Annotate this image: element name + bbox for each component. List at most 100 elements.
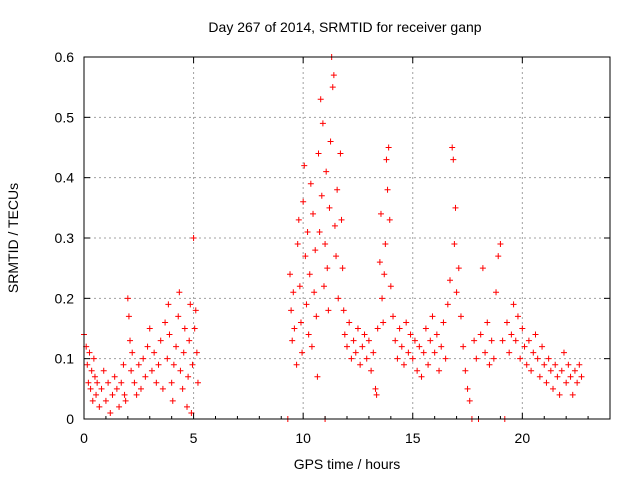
- data-point: [129, 349, 136, 356]
- data-point: [462, 367, 469, 374]
- data-point: [484, 319, 491, 326]
- data-point: [289, 337, 296, 344]
- data-point: [107, 409, 114, 416]
- data-point: [124, 295, 131, 302]
- data-point: [490, 355, 497, 362]
- data-point: [338, 216, 345, 223]
- data-point: [87, 385, 94, 392]
- data-point: [436, 367, 443, 374]
- data-point: [519, 325, 526, 332]
- data-point: [380, 319, 387, 326]
- data-point: [510, 301, 517, 308]
- data-point: [179, 385, 186, 392]
- data-point: [180, 349, 187, 356]
- data-point: [122, 397, 129, 404]
- data-point: [96, 403, 103, 410]
- data-point: [368, 367, 375, 374]
- data-point: [184, 403, 191, 410]
- data-point: [576, 361, 583, 368]
- y-tick-label: 0.6: [55, 49, 75, 65]
- data-point: [525, 337, 532, 344]
- data-point: [177, 367, 184, 374]
- data-point: [186, 337, 193, 344]
- data-point: [486, 361, 493, 368]
- data-point: [181, 325, 188, 332]
- data-point: [416, 343, 423, 350]
- data-point: [556, 391, 563, 398]
- data-point: [187, 301, 194, 308]
- data-point: [137, 385, 144, 392]
- data-point: [365, 337, 372, 344]
- data-point: [319, 120, 326, 127]
- data-point: [560, 349, 567, 356]
- data-point: [175, 313, 182, 320]
- x-tick-label: 10: [295, 430, 311, 446]
- data-point: [85, 379, 92, 386]
- data-point: [322, 241, 329, 248]
- y-tick-label: 0: [66, 411, 74, 427]
- data-point: [567, 373, 574, 380]
- chart-title: Day 267 of 2014, SRMTID for receiver gan…: [208, 19, 481, 35]
- data-point: [466, 397, 473, 404]
- data-point: [341, 331, 348, 338]
- data-point: [386, 216, 393, 223]
- data-point: [442, 355, 449, 362]
- data-point: [296, 283, 303, 290]
- data-point: [173, 343, 180, 350]
- data-point: [116, 403, 123, 410]
- data-point: [536, 373, 543, 380]
- data-point: [493, 289, 500, 296]
- data-point: [409, 355, 416, 362]
- data-point: [314, 373, 321, 380]
- data-point: [153, 379, 160, 386]
- data-point: [508, 331, 515, 338]
- data-point: [146, 325, 153, 332]
- data-point: [530, 349, 537, 356]
- data-point: [105, 379, 112, 386]
- data-point: [420, 349, 427, 356]
- data-point: [159, 385, 166, 392]
- data-point: [396, 325, 403, 332]
- data-point: [552, 361, 559, 368]
- data-point: [488, 337, 495, 344]
- x-tick-label: 15: [405, 430, 421, 446]
- data-point: [334, 186, 341, 193]
- data-point: [354, 325, 361, 332]
- data-point: [148, 367, 155, 374]
- data-point: [449, 144, 456, 151]
- data-point: [142, 373, 149, 380]
- data-point: [532, 331, 539, 338]
- data-point: [333, 253, 340, 260]
- data-point: [499, 337, 506, 344]
- data-point: [382, 241, 389, 248]
- data-point: [140, 355, 147, 362]
- data-point: [325, 307, 332, 314]
- data-point: [192, 307, 199, 314]
- data-point: [120, 361, 127, 368]
- data-point: [464, 385, 471, 392]
- data-point: [176, 289, 183, 296]
- data-point: [450, 156, 457, 163]
- data-point: [574, 379, 581, 386]
- data-point: [90, 355, 97, 362]
- data-point: [323, 168, 330, 175]
- data-point: [383, 156, 390, 163]
- data-point: [329, 84, 336, 91]
- data-point: [398, 343, 405, 350]
- data-point: [539, 343, 546, 350]
- data-point: [429, 313, 436, 320]
- data-point: [127, 337, 134, 344]
- data-point: [357, 361, 364, 368]
- data-point: [361, 331, 368, 338]
- y-tick-label: 0.2: [55, 290, 75, 306]
- data-point: [315, 150, 322, 157]
- data-point: [477, 331, 484, 338]
- data-point: [521, 343, 528, 350]
- data-point: [376, 259, 383, 266]
- y-tick-label: 0.3: [55, 230, 75, 246]
- data-point: [303, 301, 310, 308]
- data-point: [310, 210, 317, 217]
- x-tick-label: 20: [515, 430, 531, 446]
- data-point: [471, 337, 478, 344]
- data-point: [403, 319, 410, 326]
